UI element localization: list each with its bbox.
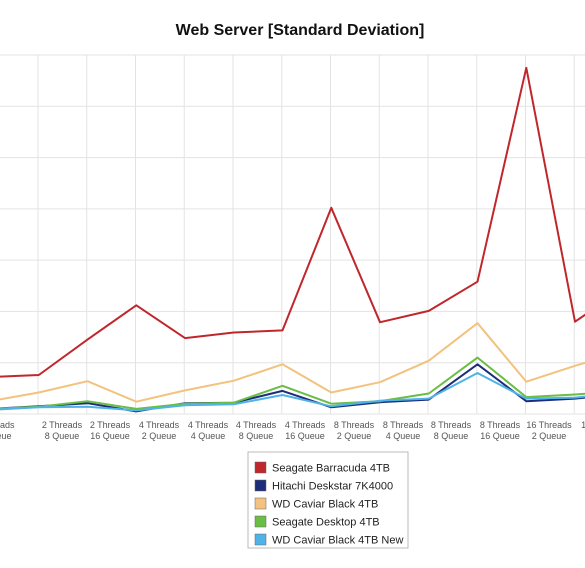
series-line-1 [0, 66, 585, 378]
x-tick-label-threads: 4 Threads [236, 420, 277, 430]
x-tick-label-queue: 4 Queue [386, 431, 421, 441]
x-tick-label-threads: 4 Threads [285, 420, 326, 430]
x-tick-label-threads: 8 Threads [431, 420, 472, 430]
x-tick-label-threads: 16 Threads [526, 420, 572, 430]
x-tick-label-threads: 8 Threads [480, 420, 521, 430]
chart-title: Web Server [Standard Deviation] [176, 22, 425, 39]
x-tick-label-threads: 16 T [581, 420, 585, 430]
legend-box [247, 451, 409, 549]
x-tick-label-threads: 8 Threads [383, 420, 424, 430]
x-tick-label-queue: 8 Queue [434, 431, 469, 441]
legend-swatch [254, 497, 267, 510]
x-tick-label-queue: 4 Queue [191, 431, 226, 441]
x-tick-label-queue: 8 Queue [45, 431, 80, 441]
legend-label: Seagate Desktop 4TB [272, 517, 380, 529]
grid-lines [0, 54, 585, 415]
x-tick-label-threads: 2 Threads [90, 420, 131, 430]
legend-swatch [254, 515, 267, 528]
series-line-4 [0, 356, 585, 410]
x-tick-label-threads: 4 Threads [188, 420, 229, 430]
x-tick-label-threads: 4 Threads [139, 420, 180, 430]
legend-label: WD Caviar Black 4TB New [272, 535, 403, 547]
legend-label: Hitachi Deskstar 7K4000 [272, 481, 393, 493]
x-tick-label-queue: 2 Queue [532, 431, 567, 441]
x-tick-label-queue: 16 Queue [480, 431, 520, 441]
x-tick-label-threads: Threads [0, 420, 15, 430]
series-lines [0, 66, 585, 413]
series-line-5 [0, 372, 585, 412]
x-tick-label-queue: 8 Queue [239, 431, 274, 441]
series-line-2 [0, 363, 585, 413]
legend-label: WD Caviar Black 4TB [272, 499, 378, 511]
x-tick-label-queue: 2 Queue [337, 431, 372, 441]
x-tick-label-queue: 16 Queue [285, 431, 325, 441]
legend-label: Seagate Barracuda 4TB [272, 463, 390, 475]
series-line-3 [0, 322, 585, 403]
x-tick-label-queue: 16 Queue [90, 431, 130, 441]
x-tick-label-queue: 2 Queue [142, 431, 177, 441]
legend-swatch [254, 479, 267, 492]
x-tick-label-threads: 8 Threads [334, 420, 375, 430]
legend: Seagate Barracuda 4TB Hitachi Deskstar 7K… [247, 451, 409, 549]
legend-swatch [254, 461, 267, 474]
x-tick-label-threads: 2 Threads [42, 420, 83, 430]
x-tick-label-queue: Queue [0, 431, 12, 441]
legend-swatch [254, 533, 267, 546]
